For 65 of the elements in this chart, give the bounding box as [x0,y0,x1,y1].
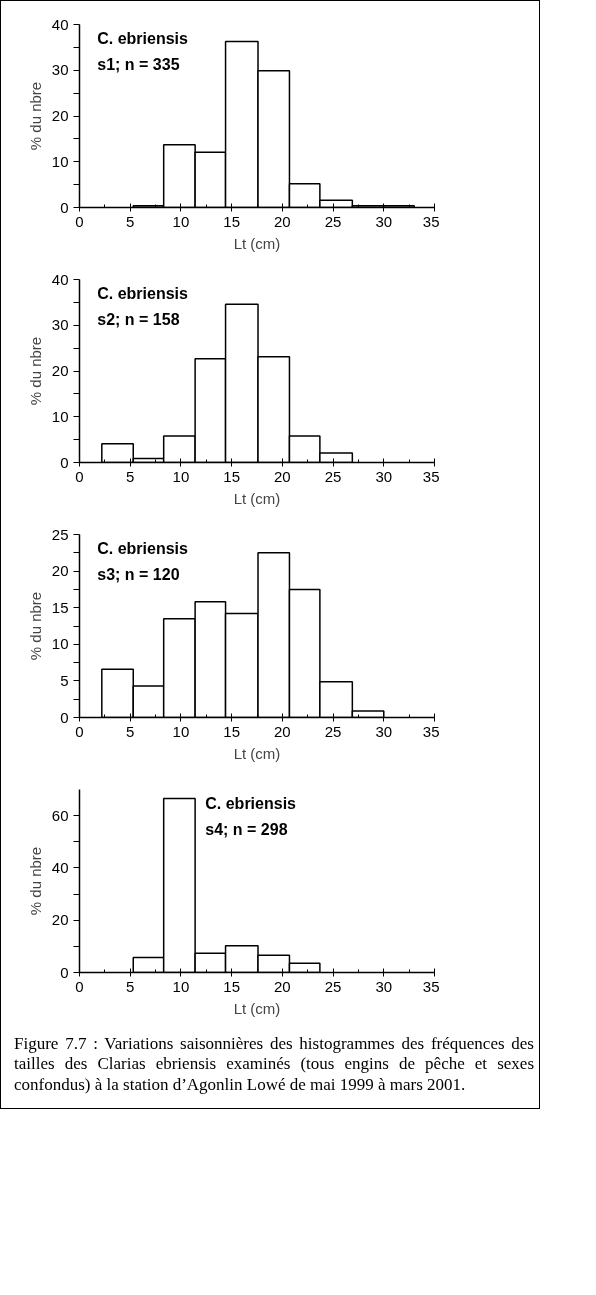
y-tick-label: 10 [51,635,69,653]
y-tick-label: 20 [51,562,69,580]
x-tick-label: 35 [422,977,440,995]
y-tick-label: 30 [51,316,69,334]
x-tick-label: 0 [75,722,84,740]
caption: Figure 7.7 : Variations saisonnières des histogrammes des fréquences des tailles des Clarias ebriensis examinés (tous engins de pêche et sexes confondus) à la station d’Agonlin Lowé de mai 1999 à mars 2001. [14,1034,534,1096]
x-tick-label: 10 [172,467,190,485]
y-axis-title: % du nbre [26,81,44,151]
y-tick-label: 10 [51,152,69,170]
y-axis-title: % du nbre [26,336,44,406]
y-tick-label: 40 [51,15,69,33]
x-tick-label: 5 [126,467,135,485]
x-tick-label: 20 [274,977,291,995]
annotation: C. ebriensis s3; n = 120 [97,539,189,583]
y-tick-label: 30 [51,61,69,79]
x-tick-label: 35 [422,212,440,230]
x-tick-label: 25 [324,722,342,740]
y-tick-label: 10 [51,407,69,425]
y-tick-label: 20 [51,911,69,929]
x-tick-label: 0 [75,977,84,995]
y-axis-title: % du nbre [26,846,44,916]
y-tick-label: 40 [51,270,69,288]
x-tick-label: 30 [375,212,393,230]
x-tick-label: 20 [274,212,291,230]
x-tick-label: 10 [172,212,190,230]
y-tick-label: 20 [51,107,69,124]
x-tick-label: 35 [422,722,440,740]
x-tick-label: 0 [75,467,84,485]
x-tick-label: 25 [324,977,342,995]
x-tick-label: 30 [375,467,393,485]
x-tick-label: 20 [274,467,291,485]
x-axis-title: Lt (cm) [233,744,281,762]
x-tick-label: 15 [223,977,240,995]
x-tick-label: 25 [324,212,342,230]
x-tick-label: 10 [172,722,190,740]
y-tick-label: 5 [60,671,69,689]
x-axis-title: Lt (cm) [233,234,281,252]
y-tick-label: 0 [60,453,69,471]
x-tick-label: 25 [324,467,342,485]
y-tick-label: 20 [51,362,69,379]
x-tick-label: 0 [75,212,84,230]
annotation: C. ebriensis s4; n = 298 [205,794,297,838]
x-tick-label: 15 [223,212,240,230]
x-tick-label: 35 [422,467,440,485]
x-tick-label: 5 [126,212,135,230]
x-tick-label: 5 [126,722,135,740]
x-tick-label: 10 [172,977,190,995]
y-tick-label: 40 [51,858,69,876]
y-tick-label: 25 [51,525,69,543]
x-tick-label: 15 [223,467,240,485]
x-axis-title: Lt (cm) [233,999,281,1017]
y-tick-label: 60 [51,806,69,824]
x-tick-label: 5 [126,977,135,995]
y-tick-label: 0 [60,708,69,726]
x-tick-label: 30 [375,977,393,995]
x-tick-label: 30 [375,722,393,740]
y-tick-label: 15 [51,598,69,616]
y-axis-title: % du nbre [26,591,44,661]
annotation: C. ebriensis s1; n = 335 [97,29,189,73]
x-axis-title: Lt (cm) [233,489,281,507]
x-tick-label: 15 [223,722,240,740]
y-tick-label: 0 [60,198,69,216]
y-tick-label: 0 [60,963,69,981]
annotation: C. ebriensis s2; n = 158 [97,284,189,328]
x-tick-label: 20 [274,722,291,740]
